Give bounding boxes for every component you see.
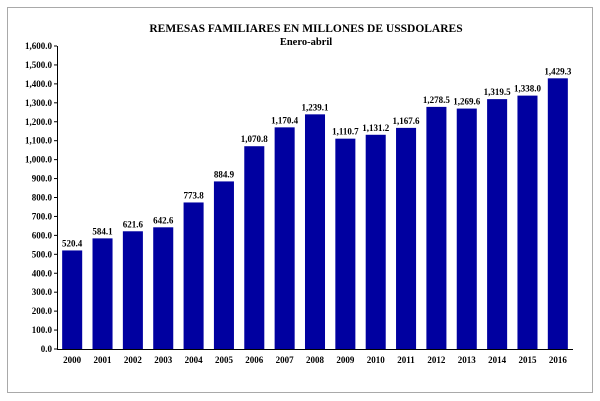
x-tick-label: 2002: [124, 355, 143, 365]
chart-title: REMESAS FAMILIARES EN MILLONES DE USSDOL…: [149, 23, 462, 35]
x-tick-label: 2007: [276, 355, 295, 365]
data-label: 1,429.3: [544, 66, 572, 76]
x-tick-label: 2014: [488, 355, 507, 365]
data-label: 520.4: [62, 238, 83, 248]
data-label: 1,131.2: [362, 123, 390, 133]
x-tick-label: 2000: [63, 355, 82, 365]
y-tick-label: 0.0: [41, 344, 53, 354]
data-label: 1,278.5: [423, 95, 451, 105]
y-tick-label: 600.0: [32, 230, 53, 240]
bar: [426, 106, 447, 349]
data-label: 1,269.6: [453, 97, 481, 107]
data-label: 884.9: [214, 169, 235, 179]
y-tick-label: 400.0: [32, 268, 53, 278]
data-label: 773.8: [183, 190, 204, 200]
x-tick-label: 2010: [367, 355, 386, 365]
data-label: 642.6: [153, 215, 174, 225]
data-label: 621.6: [123, 219, 144, 229]
y-tick-label: 1,400.0: [25, 79, 53, 89]
y-tick-label: 300.0: [32, 287, 53, 297]
y-tick-label: 1,100.0: [25, 136, 53, 146]
x-tick-label: 2003: [154, 355, 173, 365]
bars: [62, 78, 568, 350]
x-tick-label: 2006: [245, 355, 264, 365]
bar: [183, 202, 204, 349]
bar: [396, 127, 417, 350]
data-label: 584.1: [92, 226, 113, 236]
y-tick-label: 1,500.0: [25, 60, 53, 70]
y-tick-label: 900.0: [32, 174, 53, 184]
bar: [62, 250, 83, 349]
x-tick-label: 2011: [397, 355, 415, 365]
bar: [153, 227, 174, 349]
y-tick-label: 500.0: [32, 249, 53, 259]
y-tick-label: 1,300.0: [25, 98, 53, 108]
bar: [122, 231, 143, 349]
data-label: 1,070.8: [241, 134, 269, 144]
y-tick-label: 1,200.0: [25, 117, 53, 127]
data-label: 1,110.7: [332, 127, 359, 137]
bar: [547, 78, 568, 350]
x-axis-ticks: 2000 2001 2002 2003 2004 2005 2006 2007 2008 2009…: [63, 355, 567, 365]
data-label: 1,239.1: [302, 102, 330, 112]
x-tick-label: 2012: [427, 355, 446, 365]
bar: [517, 95, 538, 350]
x-tick-label: 2013: [458, 355, 477, 365]
y-tick-label: 700.0: [32, 211, 53, 221]
data-label: 1,167.6: [393, 116, 421, 126]
y-tick-label: 100.0: [32, 325, 53, 335]
x-tick-label: 2016: [549, 355, 568, 365]
chart-subtitle: Enero-abril: [280, 37, 332, 48]
y-tick-label: 800.0: [32, 193, 53, 203]
x-tick-label: 2015: [518, 355, 537, 365]
data-label: 1,319.5: [484, 87, 512, 97]
bar: [274, 127, 295, 349]
x-tick-label: 2005: [215, 355, 234, 365]
y-tick-label: 200.0: [32, 306, 53, 316]
bar: [487, 99, 508, 349]
x-tick-label: 2009: [336, 355, 355, 365]
bar: [244, 146, 265, 349]
data-label: 1,170.4: [271, 115, 299, 125]
bar: [456, 108, 477, 349]
y-axis-ticks: 0.0 100.0 200.0 300.0 400.0 500.0 600.0 700.0 80…: [25, 41, 57, 354]
bar: [213, 181, 234, 349]
bar: [365, 134, 386, 349]
x-tick-label: 2001: [94, 355, 113, 365]
y-tick-label: 1,000.0: [25, 155, 53, 165]
data-label: 1,338.0: [514, 84, 542, 94]
bar: [335, 138, 356, 349]
bar: [304, 114, 326, 350]
x-tick-label: 2004: [185, 355, 204, 365]
y-tick-label: 1,600.0: [25, 41, 53, 51]
bar: [92, 238, 113, 349]
x-tick-label: 2008: [306, 355, 325, 365]
